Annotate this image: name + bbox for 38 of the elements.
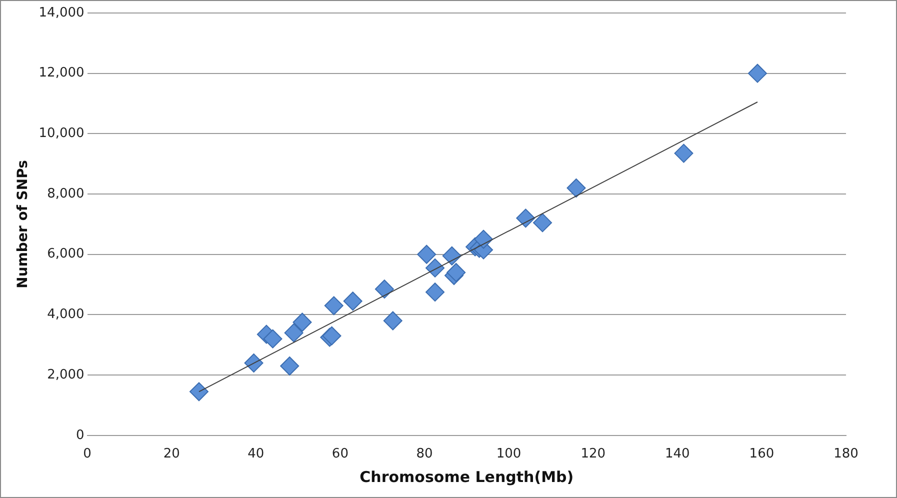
point bbox=[280, 356, 300, 376]
y-tick-label: 8,000 bbox=[47, 186, 84, 202]
y-tick-label: 4,000 bbox=[47, 307, 84, 322]
x-tick-label: 100 bbox=[496, 446, 522, 462]
x-tick-label: 60 bbox=[332, 446, 348, 462]
y-tick-label: 2,000 bbox=[47, 367, 84, 382]
point bbox=[374, 280, 394, 299]
point bbox=[417, 244, 436, 264]
x-tick-label: 140 bbox=[664, 446, 690, 462]
point bbox=[284, 323, 304, 342]
point bbox=[748, 64, 767, 83]
x-tick-label: 180 bbox=[834, 446, 858, 462]
point bbox=[426, 258, 445, 278]
point bbox=[189, 382, 208, 402]
point bbox=[442, 246, 462, 266]
point bbox=[446, 262, 466, 282]
point bbox=[383, 311, 402, 330]
y-tick-label: 12,000 bbox=[38, 66, 84, 81]
point bbox=[263, 329, 282, 348]
x-tick-label: 20 bbox=[163, 446, 180, 462]
x-tick-label: 120 bbox=[580, 446, 606, 462]
x-tick-label: 40 bbox=[248, 446, 264, 462]
point bbox=[426, 282, 445, 302]
point bbox=[324, 296, 344, 316]
x-tick-label: 160 bbox=[749, 446, 774, 462]
x-axis-title: Chromosome Length(Mb) bbox=[360, 468, 574, 486]
point bbox=[566, 178, 586, 198]
point bbox=[292, 312, 312, 332]
y-tick-label: 14,000 bbox=[38, 5, 84, 20]
point bbox=[674, 144, 694, 163]
y-axis-title: Number of SNPs bbox=[15, 160, 32, 288]
x-tick-label: 80 bbox=[416, 446, 433, 462]
point bbox=[343, 292, 362, 311]
point bbox=[516, 208, 536, 228]
y-tick-label: 10,000 bbox=[38, 126, 84, 142]
y-tick-label: 0 bbox=[76, 428, 84, 443]
y-tick-label: 6,000 bbox=[47, 246, 84, 262]
point bbox=[533, 213, 552, 232]
